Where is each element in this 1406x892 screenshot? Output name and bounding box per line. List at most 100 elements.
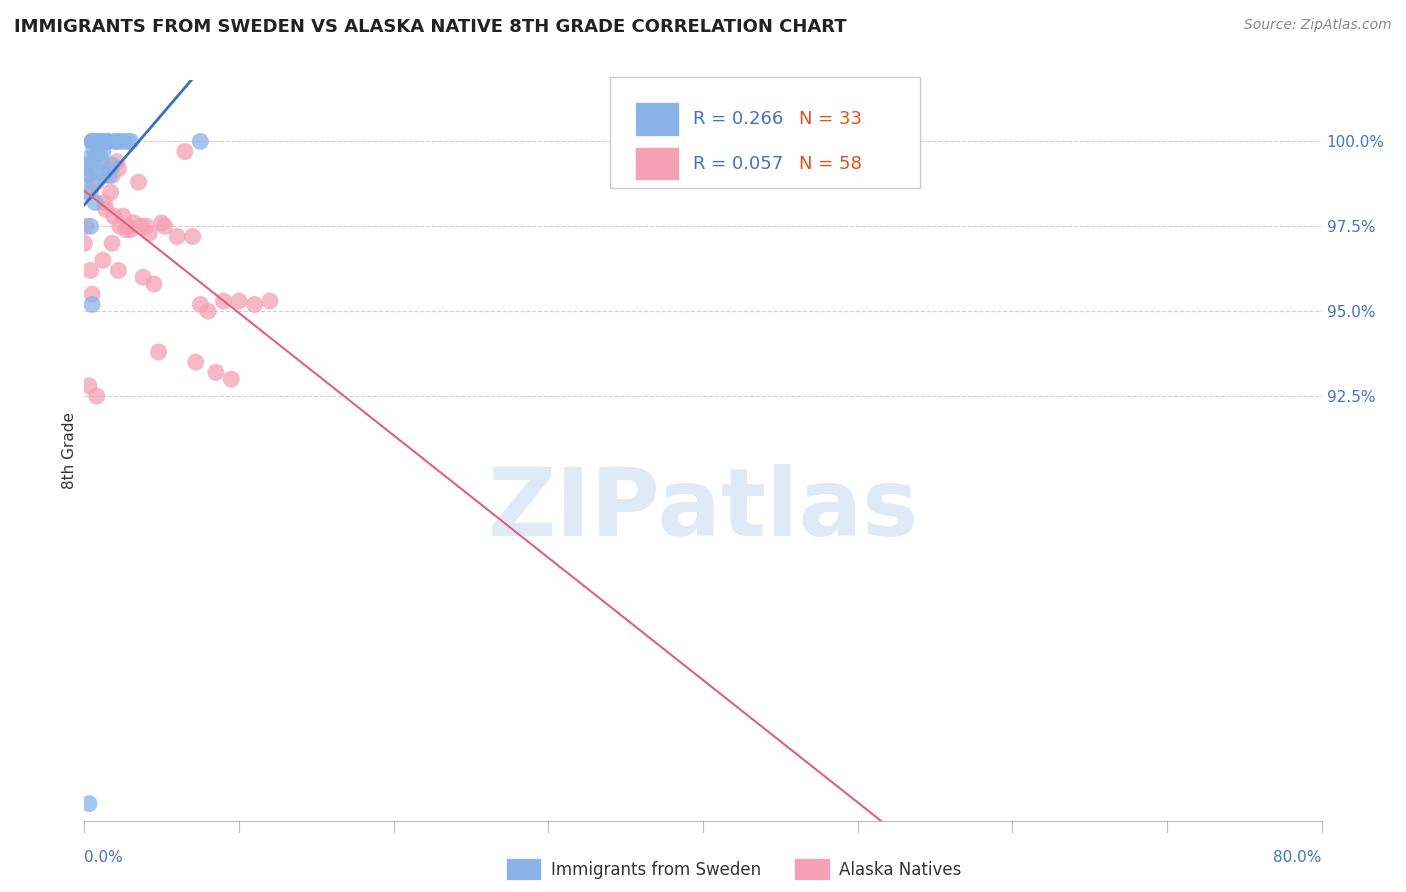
Point xyxy=(94,202,117,217)
Point xyxy=(90,154,112,169)
Text: N = 58: N = 58 xyxy=(799,154,862,172)
Point xyxy=(82,297,104,311)
Point xyxy=(228,293,250,308)
Point xyxy=(77,797,100,811)
Point xyxy=(91,145,114,159)
Point xyxy=(112,209,135,223)
Point xyxy=(93,169,115,183)
Text: Source: ZipAtlas.com: Source: ZipAtlas.com xyxy=(1244,18,1392,32)
Point xyxy=(100,186,122,200)
Point xyxy=(87,165,110,179)
Point xyxy=(84,135,107,149)
Point xyxy=(89,135,111,149)
Point xyxy=(188,135,212,149)
Point xyxy=(91,135,114,149)
Text: ZIPatlas: ZIPatlas xyxy=(488,464,918,556)
Point xyxy=(117,135,139,149)
Point xyxy=(115,223,138,237)
Point xyxy=(97,135,120,149)
Point xyxy=(82,135,104,149)
Point xyxy=(104,135,127,149)
Point xyxy=(105,154,128,169)
Point xyxy=(122,216,145,230)
Text: N = 33: N = 33 xyxy=(799,110,862,128)
Point xyxy=(79,219,101,234)
Point xyxy=(131,219,153,234)
Point xyxy=(86,389,108,403)
Point xyxy=(117,219,139,234)
Point xyxy=(101,169,124,183)
Point xyxy=(89,135,111,149)
Text: R = 0.266: R = 0.266 xyxy=(693,110,783,128)
Point xyxy=(79,161,101,176)
Point xyxy=(93,195,115,210)
Point xyxy=(77,379,100,393)
Point xyxy=(82,135,104,149)
Point xyxy=(83,175,105,189)
Point xyxy=(91,135,114,149)
Point xyxy=(188,297,212,311)
Point xyxy=(128,175,150,189)
Point xyxy=(87,141,110,155)
Point xyxy=(89,148,111,162)
Point xyxy=(221,372,243,386)
Point xyxy=(76,169,98,183)
Point xyxy=(166,229,188,244)
Point xyxy=(97,135,120,149)
Point xyxy=(174,145,197,159)
Point xyxy=(107,161,129,176)
Point xyxy=(153,219,176,234)
Y-axis label: 8th Grade: 8th Grade xyxy=(62,412,77,489)
Point xyxy=(107,135,129,149)
Point xyxy=(132,270,155,285)
Point xyxy=(104,135,127,149)
Point xyxy=(86,175,108,189)
Point xyxy=(79,263,101,277)
Point xyxy=(243,297,266,311)
Point xyxy=(148,345,170,359)
Point xyxy=(82,287,104,301)
Point xyxy=(79,186,101,200)
Point xyxy=(135,219,157,234)
Text: Alaska Natives: Alaska Natives xyxy=(839,861,962,879)
Point xyxy=(73,158,96,172)
Point xyxy=(101,158,124,172)
Point xyxy=(212,293,235,308)
Point xyxy=(103,209,125,223)
Text: IMMIGRANTS FROM SWEDEN VS ALASKA NATIVE 8TH GRADE CORRELATION CHART: IMMIGRANTS FROM SWEDEN VS ALASKA NATIVE … xyxy=(14,18,846,36)
Point xyxy=(101,236,124,251)
Point xyxy=(77,158,100,172)
Point xyxy=(143,277,166,291)
Point xyxy=(83,141,105,155)
Point xyxy=(77,152,100,166)
Point xyxy=(259,293,281,308)
Point xyxy=(98,161,121,176)
FancyBboxPatch shape xyxy=(610,77,920,187)
Point xyxy=(181,229,204,244)
Point xyxy=(197,304,219,318)
Point xyxy=(75,219,97,234)
Point xyxy=(108,219,131,234)
Point xyxy=(120,135,142,149)
Point xyxy=(150,216,173,230)
Point xyxy=(83,135,105,149)
Point xyxy=(205,365,228,379)
Point xyxy=(138,226,160,240)
Point xyxy=(107,263,129,277)
Point xyxy=(97,135,120,149)
Text: 0.0%: 0.0% xyxy=(84,850,124,865)
Point xyxy=(98,169,121,183)
Point xyxy=(76,169,98,183)
Text: 80.0%: 80.0% xyxy=(1274,850,1322,865)
Point xyxy=(89,135,111,149)
Point xyxy=(86,148,108,162)
Text: Immigrants from Sweden: Immigrants from Sweden xyxy=(551,861,761,879)
Point xyxy=(91,253,114,268)
Point xyxy=(112,135,135,149)
Point xyxy=(82,135,104,149)
Point xyxy=(184,355,207,369)
FancyBboxPatch shape xyxy=(636,103,679,136)
Text: R = 0.057: R = 0.057 xyxy=(693,154,783,172)
Point xyxy=(90,135,112,149)
Point xyxy=(84,195,107,210)
